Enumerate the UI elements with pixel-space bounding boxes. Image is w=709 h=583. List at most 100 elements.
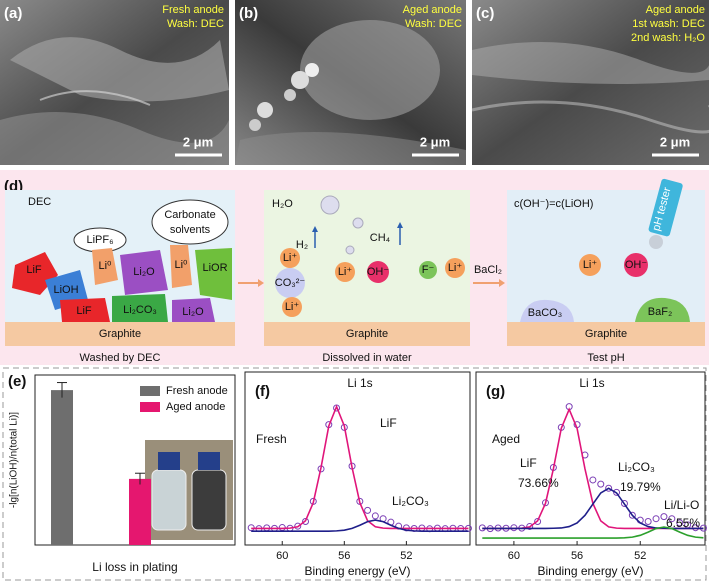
- annotation: Li₂CO₃: [618, 460, 655, 474]
- species-label: Li⁰: [175, 259, 189, 271]
- inset-photo: [145, 440, 233, 540]
- data-point: [676, 519, 684, 527]
- plot-frame: [244, 371, 471, 546]
- sem-panel-c: (c) Aged anode 1st wash: DEC 2nd wash: H…: [471, 0, 709, 165]
- substrate-label: Graphite: [585, 328, 627, 340]
- sem-note: 1st wash: DEC: [632, 18, 705, 30]
- annotation: Fresh: [256, 432, 287, 446]
- bar: [129, 478, 151, 545]
- panel-label: (a): [4, 5, 22, 22]
- annotation: Li 1s: [347, 376, 372, 390]
- annotation: 19.79%: [620, 480, 661, 494]
- ion-label: OH⁻: [625, 259, 648, 271]
- substrate-label: Graphite: [99, 328, 141, 340]
- annotation: 6.55%: [666, 516, 700, 530]
- bubble-label: LiPF₆: [86, 234, 113, 246]
- species-label: Li⁰: [99, 260, 113, 272]
- data-point: [302, 517, 310, 525]
- annotation: LiF: [520, 456, 537, 470]
- substrate-label: Graphite: [346, 328, 388, 340]
- species-label: Li₂O: [133, 266, 155, 278]
- caption: Dissolved in water: [322, 352, 412, 364]
- y-axis-label: -lg[n(LiOH)/n(total Li)]: [9, 412, 20, 508]
- annotation: Li/Li-O: [664, 498, 699, 512]
- data-point: [644, 517, 652, 525]
- species-label: LiF: [26, 264, 42, 276]
- x-axis-label: Binding energy (eV): [304, 564, 410, 578]
- sem-note: Aged anode: [646, 4, 705, 16]
- ion-label: Li⁺: [283, 252, 298, 264]
- species-label: Li₂CO₃: [123, 304, 157, 316]
- x-tick-label: 56: [571, 550, 583, 562]
- sem-note: Aged anode: [403, 4, 462, 16]
- ion-label: Li⁺: [583, 259, 598, 271]
- schematic: (d) DEC LiPF₆ Carbonate solvents LiF LiO…: [0, 170, 709, 365]
- sem-note: Wash: DEC: [405, 18, 462, 30]
- ion-label: OH⁻: [367, 266, 390, 278]
- solvent-title: DEC: [28, 196, 51, 208]
- x-tick-label: 52: [634, 550, 646, 562]
- panel-label: (b): [239, 5, 258, 22]
- annotation: 73.66%: [518, 476, 559, 490]
- x-tick-label: 60: [508, 550, 520, 562]
- legend-label: Fresh anode: [166, 385, 228, 397]
- x-tick-label: 52: [400, 550, 412, 562]
- data-point: [597, 480, 605, 488]
- solvent-title: H₂O: [272, 198, 293, 210]
- sem-note: Fresh anode: [162, 4, 224, 16]
- data-point: [605, 484, 613, 492]
- data-point: [620, 499, 628, 507]
- data-point: [613, 488, 621, 496]
- ion-label: F⁻: [422, 264, 435, 276]
- bubble-label: Carbonate: [164, 209, 215, 221]
- ion-label: Li⁺: [448, 262, 463, 274]
- panel-label: (g): [486, 383, 505, 400]
- data-point: [589, 476, 597, 484]
- panel-label: (c): [476, 5, 494, 22]
- x-axis-label: Li loss in plating: [92, 560, 177, 574]
- legend-swatch: [140, 402, 160, 412]
- species-label: LiOR: [202, 262, 227, 274]
- reagent-label: BaCl₂: [474, 264, 502, 276]
- species-label: Li₂O: [182, 306, 204, 318]
- data-point: [294, 522, 302, 530]
- scale-bar-label: 2 μm: [183, 134, 213, 149]
- data-point: [652, 515, 660, 523]
- annotation: Li 1s: [579, 376, 604, 390]
- x-tick-label: 60: [276, 550, 288, 562]
- fit-curve: [251, 519, 469, 532]
- sem-panel-b: (b) Aged anode Wash: DEC 2 μm: [235, 0, 466, 165]
- sem-note: Wash: DEC: [167, 18, 224, 30]
- data-point: [534, 517, 542, 525]
- data-point: [660, 513, 668, 521]
- precipitate-label: BaCO₃: [528, 307, 562, 319]
- precipitate-label: BaF₂: [648, 306, 672, 318]
- fit-curve: [482, 526, 704, 539]
- data-point: [668, 515, 676, 523]
- species-label: LiOH: [53, 284, 78, 296]
- panel-label: (f): [255, 383, 270, 400]
- panel-label: (e): [8, 373, 26, 390]
- ion-label: Li⁺: [285, 301, 300, 313]
- annotation: Aged: [492, 432, 520, 446]
- fit-curve: [251, 404, 469, 530]
- data-point: [526, 522, 534, 530]
- data-point: [628, 511, 636, 519]
- annotation: Li₂CO₃: [392, 494, 429, 508]
- x-axis-label: Binding energy (eV): [537, 564, 643, 578]
- gas-label: CH₄: [370, 232, 391, 244]
- ion-label: CO₃²⁻: [275, 277, 306, 289]
- legend-label: Aged anode: [166, 401, 225, 413]
- x-tick-label: 56: [338, 550, 350, 562]
- legend-swatch: [140, 386, 160, 396]
- sem-panel-a: (a) Fresh anode Wash: DEC 2 μm: [0, 0, 229, 165]
- species-label: LiF: [76, 305, 92, 317]
- caption: Test pH: [587, 352, 624, 364]
- bubble-label: solvents: [170, 224, 211, 236]
- equation: c(OH⁻)=c(LiOH): [514, 198, 593, 210]
- scale-bar-label: 2 μm: [420, 134, 450, 149]
- scale-bar-label: 2 μm: [660, 134, 690, 149]
- annotation: LiF: [380, 416, 397, 430]
- gas-label: H₂: [296, 239, 308, 251]
